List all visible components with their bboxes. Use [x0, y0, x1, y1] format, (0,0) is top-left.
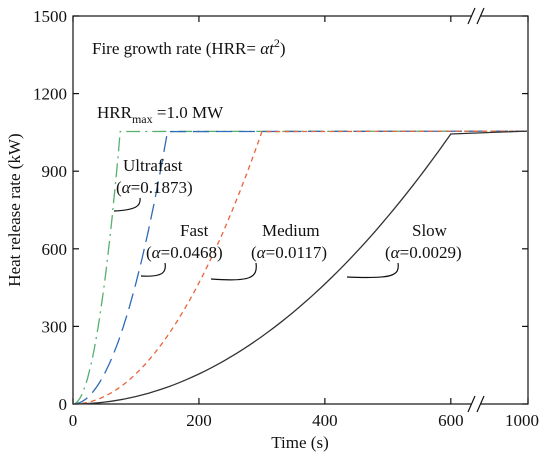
axis-break-gap-top — [471, 12, 481, 20]
annotation-ultrafast-leader — [113, 197, 141, 212]
plot-frame — [72, 15, 529, 405]
annotation-medium-name: Medium — [262, 221, 320, 240]
annotation-ultrafast-alpha: (α=0.1873) — [116, 178, 193, 197]
axis-break-slash — [476, 7, 485, 25]
annotation-ultrafast-name: Ultrafast — [123, 156, 183, 175]
annotation-fast-alpha: (α=0.0468) — [146, 243, 223, 262]
series-line-ultrafast — [72, 130, 528, 405]
axis-break-slash — [467, 7, 476, 25]
x-axis-title: Time (s) — [271, 433, 328, 452]
annotation-slow-leader — [346, 262, 399, 279]
axis-break-gap-bottom — [471, 400, 481, 408]
axis-break-slash — [467, 395, 476, 413]
annotation-ultrafast: Ultrafast (α=0.1873) — [113, 156, 193, 212]
series-line-fast — [72, 130, 528, 405]
y-tick-label: 300 — [42, 317, 68, 336]
annotation-fast: Fast (α=0.0468) — [140, 221, 223, 277]
annotation-slow-name: Slow — [412, 221, 448, 240]
annotation-medium: Medium (α=0.0117) — [210, 221, 327, 281]
chart-title: Fire growth rate (HRR= αt2) — [92, 36, 286, 58]
y-tick-label: 900 — [42, 162, 68, 181]
series-layer — [72, 130, 528, 405]
axis-break-layer — [467, 7, 485, 413]
annotation-medium-leader — [210, 262, 257, 281]
x-tick-label: 400 — [312, 411, 338, 430]
ticks-layer: 0 200 400 600 1000 0 300 600 900 1200 1500 — [33, 7, 539, 430]
y-tick-label: 600 — [42, 240, 68, 259]
annotation-fast-name: Fast — [180, 221, 209, 240]
y-tick-label: 1200 — [33, 85, 67, 104]
series-line-medium — [72, 130, 528, 405]
annotation-slow: Slow (α=0.0029) — [346, 221, 462, 279]
x-tick-label: 600 — [438, 411, 464, 430]
axis-break-slash — [476, 395, 485, 413]
annotation-medium-alpha: (α=0.0117) — [251, 243, 327, 262]
series-line-slow — [72, 130, 528, 405]
annotation-fast-leader — [140, 262, 166, 277]
hrr-max-label: HRRmax =1.0 MW — [97, 103, 224, 126]
x-tick-label: 0 — [69, 411, 78, 430]
y-tick-label: 1500 — [33, 7, 67, 26]
x-tick-label: 1000 — [505, 411, 539, 430]
x-tick-label: 200 — [186, 411, 212, 430]
y-tick-label: 0 — [59, 395, 68, 414]
y-axis-title: Heat release rate (kW) — [5, 133, 24, 286]
annotation-slow-alpha: (α=0.0029) — [385, 243, 462, 262]
